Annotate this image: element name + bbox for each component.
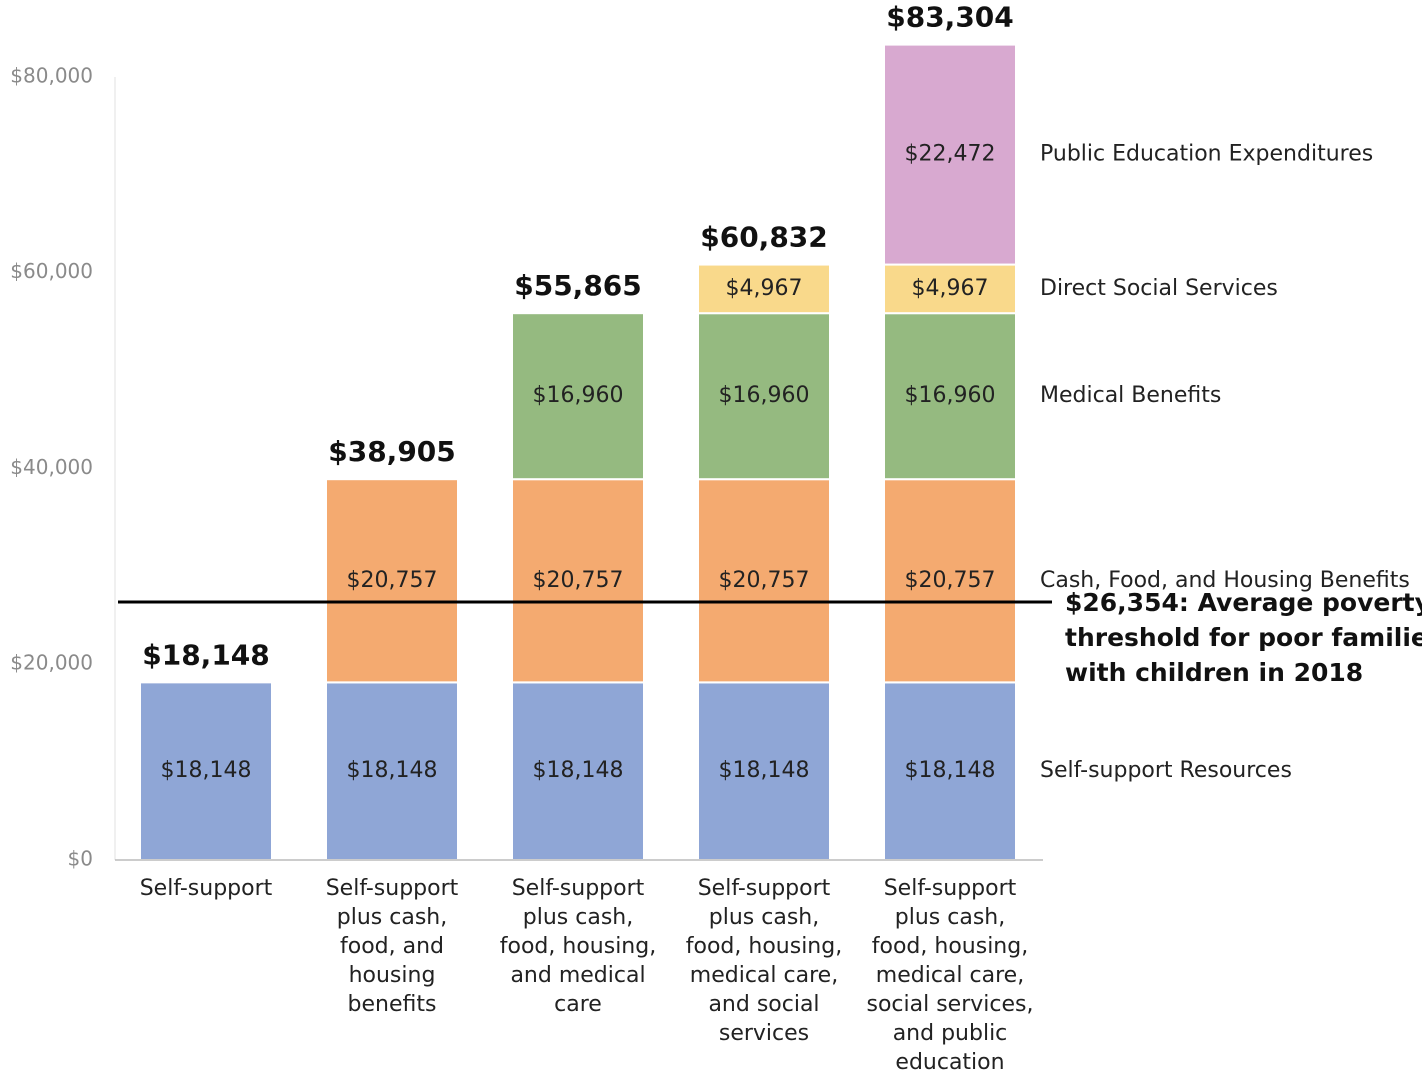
x-tick-label: Self-support (884, 876, 1017, 901)
x-tick-label: food, housing, (500, 934, 656, 959)
x-tick-label: housing (349, 963, 436, 988)
y-tick-label: $20,000 (10, 651, 93, 675)
bar-segment (883, 478, 1017, 684)
x-tick-label: benefits (348, 992, 437, 1017)
x-tick-label: education (895, 1050, 1004, 1075)
bar-segment (883, 681, 1017, 861)
x-tick-label: social services, (867, 992, 1034, 1017)
total-label: $55,865 (514, 269, 642, 302)
total-label: $38,905 (328, 435, 456, 468)
bar-segment (697, 312, 831, 481)
bar-segment (697, 478, 831, 684)
x-tick-label: care (554, 992, 602, 1017)
x-tick-label: medical care, (876, 963, 1024, 988)
segment-label: $20,757 (533, 568, 624, 593)
segment-label: $16,960 (533, 383, 624, 408)
legend-label: Public Education Expenditures (1040, 142, 1373, 167)
x-tick-label: plus cash, (337, 905, 447, 930)
x-tick-label: food, housing, (686, 934, 842, 959)
bar-segment (325, 478, 459, 684)
x-tick-label: plus cash, (523, 905, 633, 930)
bar-segment (883, 43, 1017, 266)
x-tick-label: Self-support (326, 876, 459, 901)
x-tick-label: Self-support (698, 876, 831, 901)
x-tick-label: plus cash, (895, 905, 1005, 930)
segment-label: $18,148 (905, 758, 996, 783)
y-tick-label: $60,000 (10, 259, 93, 283)
y-tick-label: $80,000 (10, 63, 93, 87)
segment-label: $18,148 (719, 758, 810, 783)
bar-segment (511, 681, 645, 861)
segment-label: $18,148 (347, 758, 438, 783)
bar-segment (511, 312, 645, 481)
bar-segment (511, 478, 645, 684)
segment-label: $20,757 (347, 568, 438, 593)
reference-label: threshold for poor families (1065, 623, 1422, 652)
legend-label: Cash, Food, and Housing Benefits (1040, 568, 1410, 593)
total-label: $18,148 (142, 638, 270, 671)
segment-label: $20,757 (719, 568, 810, 593)
y-tick-label: $0 (68, 847, 93, 871)
segment-label: $20,757 (905, 568, 996, 593)
x-tick-label: and medical (510, 963, 645, 988)
reference-label: $26,354: Average poverty (1065, 588, 1422, 617)
bar-segment (883, 312, 1017, 481)
legend-label: Self-support Resources (1040, 758, 1292, 783)
x-tick-label: medical care, (690, 963, 838, 988)
legend-label: Direct Social Services (1040, 276, 1278, 301)
x-tick-label: plus cash, (709, 905, 819, 930)
segment-label: $16,960 (719, 383, 810, 408)
bar-segment (325, 681, 459, 861)
segment-label: $16,960 (905, 383, 996, 408)
y-tick-label: $40,000 (10, 455, 93, 479)
total-label: $60,832 (700, 221, 828, 254)
total-label: $83,304 (886, 1, 1014, 34)
reference-label: with children in 2018 (1065, 658, 1363, 687)
bar-segment (697, 681, 831, 861)
segment-label: $4,967 (912, 276, 989, 301)
x-tick-label: Self-support (140, 876, 273, 901)
x-tick-label: services (719, 1021, 809, 1046)
segment-label: $4,967 (726, 276, 803, 301)
bar-segment (697, 263, 831, 315)
x-tick-label: food, housing, (872, 934, 1028, 959)
x-tick-label: and public (893, 1021, 1008, 1046)
x-tick-label: and social (708, 992, 819, 1017)
segment-label: $18,148 (533, 758, 624, 783)
segment-label: $18,148 (161, 758, 252, 783)
x-tick-label: Self-support (512, 876, 645, 901)
segment-label: $22,472 (905, 142, 996, 167)
legend-label: Medical Benefits (1040, 383, 1221, 408)
x-tick-label: food, and (340, 934, 444, 959)
